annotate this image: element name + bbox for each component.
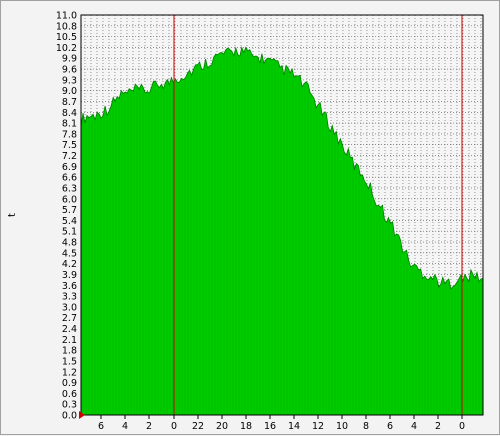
y-tick-label: 3.0 — [62, 302, 77, 313]
y-tick-label: 0.0 — [62, 411, 77, 422]
y-tick-label: 3.6 — [62, 281, 77, 292]
y-tick-label: 9.9 — [62, 54, 77, 65]
x-tick-label: 18 — [240, 421, 252, 432]
y-tick-label: 7.8 — [62, 129, 77, 140]
y-tick-label: 7.2 — [62, 151, 77, 162]
y-tick-label: 10.2 — [56, 43, 77, 54]
y-tick-label: 6.3 — [62, 183, 77, 194]
x-tick-label: 22 — [192, 421, 204, 432]
y-tick-label: 1.8 — [62, 346, 77, 357]
y-tick-label: 9.3 — [62, 75, 77, 86]
y-tick-label: 3.3 — [62, 292, 77, 303]
plot-border — [80, 14, 484, 416]
x-tick-label: 8 — [363, 421, 369, 432]
y-tick-label: 0.3 — [62, 400, 77, 411]
x-tick-labels: 6 4 2 0 22 20 18 16 14 12 10 8 6 4 2 0 — [98, 415, 465, 432]
y-tick-label: 1.2 — [62, 367, 77, 378]
y-tick-label: 10.8 — [56, 21, 77, 32]
y-tick-label: 8.4 — [62, 108, 77, 119]
y-tick-label: 5.7 — [62, 205, 77, 216]
x-tick-label: 10 — [336, 421, 348, 432]
y-tick-label: 9.0 — [62, 86, 77, 97]
y-tick-label: 5.4 — [62, 216, 77, 227]
x-tick-label: 2 — [435, 421, 441, 432]
y-tick-label: 7.5 — [62, 140, 77, 151]
x-tick-label: 12 — [312, 421, 324, 432]
x-tick-label: 0 — [171, 421, 177, 432]
x-tick-label: 6 — [98, 421, 104, 432]
y-tick-labels: 0.00.30.60.91.21.51.82.12.42.73.03.33.63… — [56, 11, 77, 422]
y-tick-label: 4.5 — [62, 248, 77, 259]
y-tick-label: 1.5 — [62, 356, 77, 367]
y-tick-label: 2.7 — [62, 313, 77, 324]
y-tick-label: 6.0 — [62, 194, 77, 205]
y-tick-label: 4.2 — [62, 259, 77, 270]
y-tick-label: 6.6 — [62, 173, 77, 184]
x-tick-label: 16 — [264, 421, 276, 432]
y-tick-label: 5.1 — [62, 227, 77, 238]
x-tick-label: 20 — [216, 421, 228, 432]
origin-marker — [79, 411, 85, 419]
y-tick-label: 3.9 — [62, 270, 77, 281]
x-tick-label: 14 — [288, 421, 300, 432]
y-axis-label: t — [7, 213, 18, 217]
x-tick-label: 6 — [387, 421, 393, 432]
y-tick-label: 9.6 — [62, 65, 77, 76]
y-tick-label: 8.7 — [62, 97, 77, 108]
vertical-markers — [173, 15, 463, 415]
y-tick-label: 0.9 — [62, 378, 77, 389]
x-tick-label: 0 — [459, 421, 465, 432]
y-tick-label: 0.6 — [62, 389, 77, 400]
x-tick-label: 2 — [146, 421, 152, 432]
y-tick-label: 6.9 — [62, 162, 77, 173]
y-tick-label: 4.8 — [62, 238, 77, 249]
y-tick-label: 10.5 — [56, 32, 77, 43]
y-tick-label: 2.1 — [62, 335, 77, 346]
x-tick-label: 4 — [122, 421, 128, 432]
y-tick-label: 11.0 — [56, 11, 77, 22]
x-tick-label: 4 — [411, 421, 417, 432]
y-tick-label: 8.1 — [62, 119, 77, 130]
y-tick-label: 2.4 — [62, 324, 77, 335]
